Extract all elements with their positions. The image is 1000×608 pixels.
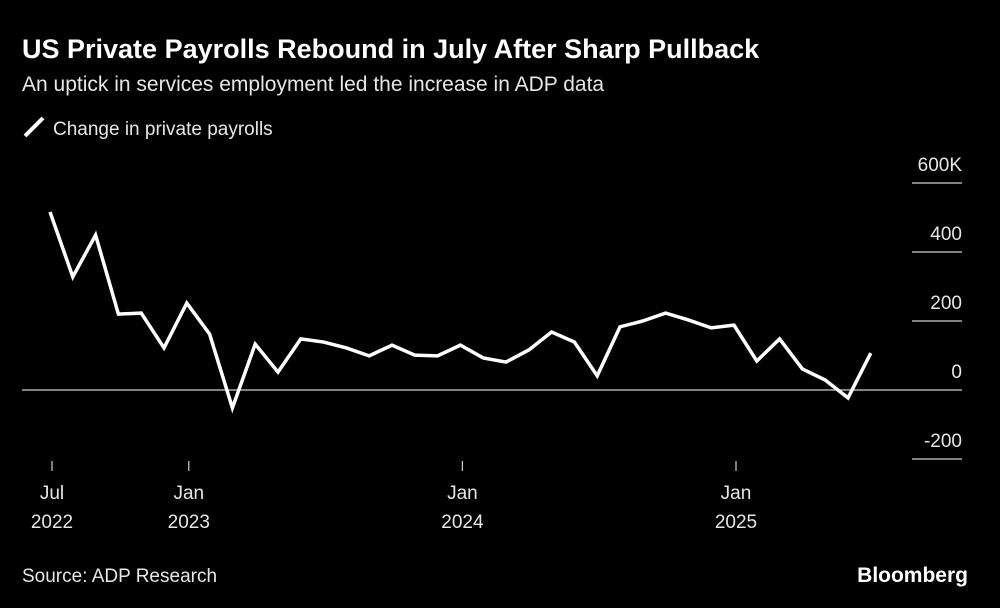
y-tick-label: 400 [930, 224, 962, 245]
legend-label: Change in private payrolls [53, 119, 273, 140]
source: Source: ADP Research [22, 566, 217, 587]
x-tick-label: Jan 2023 [168, 483, 210, 533]
chart-title: US Private Payrolls Rebound in July Afte… [22, 34, 760, 64]
brand: Bloomberg [857, 564, 968, 587]
y-tick-label: -200 [924, 431, 962, 452]
x-tick-label: Jan 2025 [715, 483, 757, 533]
y-tick-label: 600K [918, 155, 963, 176]
x-tick-label: Jan 2024 [441, 483, 484, 533]
y-tick-label: 0 [951, 362, 962, 383]
x-tick-label: Jul 2022 [31, 483, 73, 533]
legend-swatch [23, 116, 45, 138]
y-tick-label: 200 [930, 293, 962, 314]
line-series [48, 211, 873, 414]
chart-subtitle: An uptick in services employment led the… [22, 73, 604, 96]
